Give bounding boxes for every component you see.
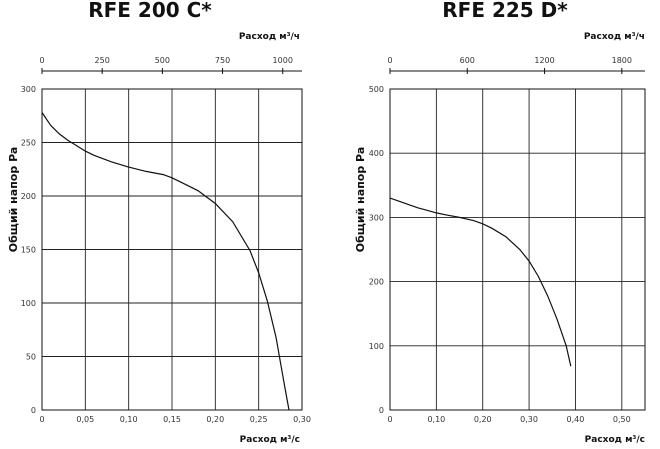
top-axis-tick-label: 600 [460, 56, 475, 65]
y-tick-label: 50 [26, 353, 36, 362]
plot-frame [389, 88, 646, 411]
x-tick-label: 0,10 [120, 415, 138, 424]
y-axis-label: Общий напор Pa [7, 147, 20, 253]
y-tick-label: 100 [369, 342, 384, 351]
x-tick-label: 0,20 [206, 415, 224, 424]
x-axis-label: Расход м³/с [585, 435, 645, 445]
y-tick-label: 0 [379, 406, 384, 415]
top-axis-label: Расход м³/ч [239, 32, 300, 42]
top-axis-label: Расход м³/ч [584, 32, 645, 42]
x-tick-label: 0,10 [427, 415, 445, 424]
y-tick-label: 200 [369, 278, 384, 287]
top-axis-tick-label: 0 [387, 56, 392, 65]
chart-title: RFE 200 C* [88, 0, 212, 22]
y-tick-label: 300 [369, 213, 384, 222]
top-axis-tick-label: 1000 [273, 56, 293, 65]
x-tick-label: 0 [387, 415, 392, 424]
y-tick-label: 200 [21, 192, 36, 201]
x-tick-label: 0,20 [474, 415, 492, 424]
top-axis-tick-label: 250 [95, 56, 110, 65]
y-tick-label: 150 [21, 246, 36, 255]
x-tick-label: 0 [39, 415, 44, 424]
y-tick-label: 500 [369, 85, 384, 94]
top-axis-tick-label: 1800 [612, 56, 632, 65]
x-tick-label: 0,40 [567, 415, 585, 424]
y-tick-label: 300 [21, 85, 36, 94]
top-axis-tick-label: 750 [215, 56, 230, 65]
x-tick-label: 0,25 [250, 415, 268, 424]
top-axis-tick-label: 500 [155, 56, 170, 65]
top-axis-tick-label: 1200 [534, 56, 554, 65]
x-tick-label: 0,15 [163, 415, 181, 424]
y-tick-label: 100 [21, 299, 36, 308]
x-tick-label: 0,50 [613, 415, 631, 424]
y-tick-label: 250 [21, 139, 36, 148]
x-tick-label: 0,30 [293, 415, 311, 424]
x-axis-label: Расход м³/с [240, 435, 300, 445]
x-tick-label: 0,30 [520, 415, 538, 424]
x-tick-label: 0,05 [76, 415, 94, 424]
y-tick-label: 0 [31, 406, 36, 415]
chart-panel-rfe-225: RFE 225 D* Расход м³/ч 0 600 1200 1800 0 0,10 0,… [354, 0, 646, 445]
series-line [389, 197, 572, 367]
y-tick-label: 400 [369, 149, 384, 158]
series-line [41, 112, 290, 411]
y-axis-label: Общий напор Pa [354, 147, 367, 253]
plot-frame [41, 88, 303, 411]
chart-title: RFE 225 D* [442, 0, 568, 22]
top-axis-tick-label: 0 [39, 56, 44, 65]
